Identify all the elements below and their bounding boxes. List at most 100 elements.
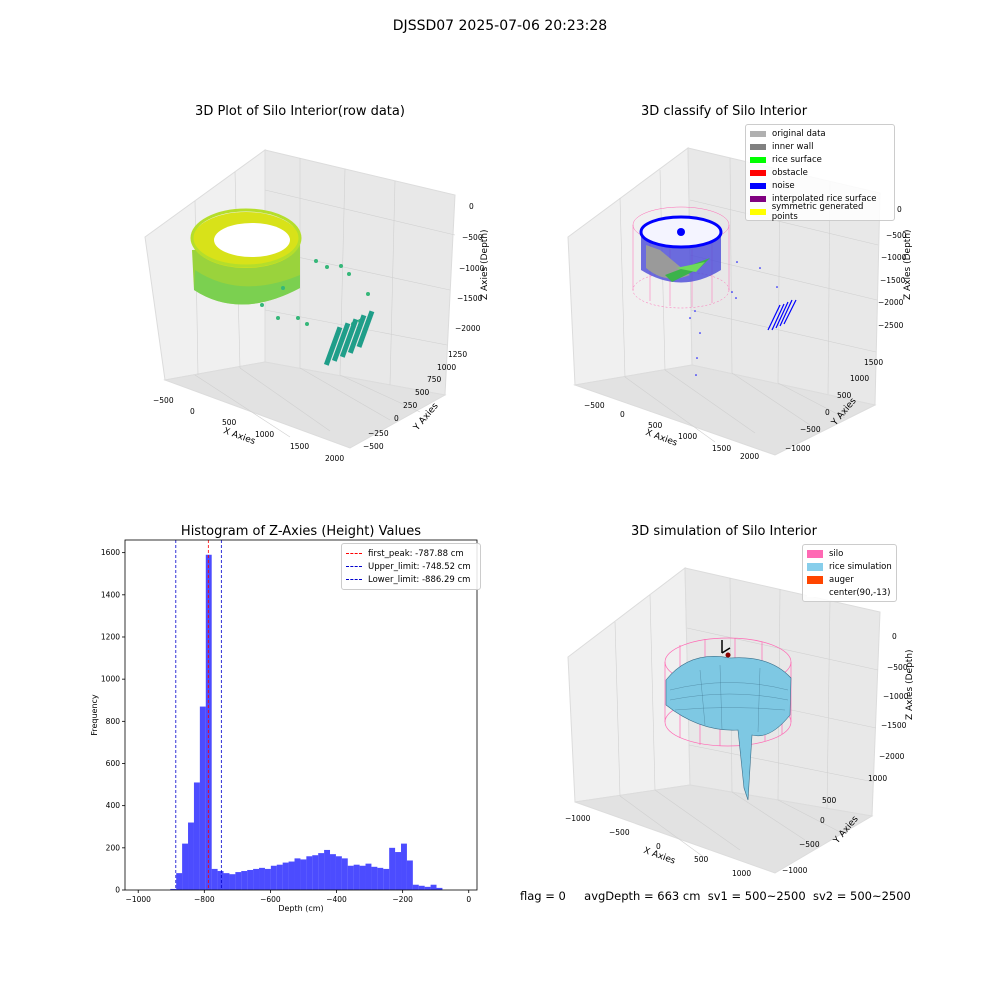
plot2-ytick: −500 — [800, 425, 821, 434]
plot1-ring-surface — [190, 208, 302, 305]
plot2-ytick: 1500 — [864, 358, 883, 367]
histogram-ylabel: Frequency — [90, 694, 99, 736]
plot4-ztick: 0 — [892, 632, 897, 641]
legend-item: original data — [750, 127, 890, 140]
plot1-ytick: 1250 — [448, 350, 467, 359]
legend-label: rice surface — [772, 154, 822, 165]
x-tick-label: 0 — [466, 895, 471, 904]
histogram-bar — [347, 865, 354, 890]
plot1-xtick: 0 — [190, 407, 195, 416]
legend-swatch — [750, 195, 766, 202]
plot2-title: 3D classify of Silo Interior — [640, 104, 808, 119]
flag-text: flag = 0 — [520, 889, 566, 903]
plot4-ytick: 0 — [820, 816, 825, 825]
legend-label: center(90,-13) — [829, 587, 891, 598]
y-tick-label: 1200 — [101, 632, 120, 641]
plot4-ytick: −500 — [799, 840, 820, 849]
plot4-rice-surface — [665, 656, 792, 801]
legend-swatch — [750, 208, 766, 215]
legend-label: inner wall — [772, 141, 814, 152]
legend-label: Lower_limit: -886.29 cm — [368, 574, 471, 585]
plot1-xtick: 500 — [222, 418, 237, 427]
plot1-ytick: 250 — [403, 401, 418, 410]
histogram-bar — [241, 871, 248, 890]
histogram-bar — [377, 867, 384, 890]
legend-item: center(90,-13) — [807, 586, 892, 599]
histogram-bar — [371, 866, 378, 890]
histogram-bar — [223, 873, 230, 890]
histogram-bar — [264, 868, 271, 890]
plot1-scatter — [260, 259, 375, 366]
y-tick-label: 200 — [106, 843, 121, 852]
histogram-bar — [341, 858, 348, 890]
histogram-bar — [270, 865, 277, 890]
histogram-bar — [211, 868, 218, 890]
histogram-bar — [306, 856, 313, 890]
histogram-yticks: 0 200 400 600 800 1000 1200 1400 1600 — [101, 548, 125, 895]
histogram-bar — [176, 873, 183, 890]
sv2-text: sv2 = 500~2500 — [812, 889, 911, 903]
plot1-xtick: 2000 — [325, 454, 344, 463]
x-tick-label: −1000 — [126, 895, 152, 904]
histogram-bar — [276, 864, 283, 890]
plot1-ytick: −250 — [368, 429, 389, 438]
legend-swatch — [750, 182, 766, 189]
plot4-ztick: −500 — [887, 663, 908, 672]
legend-label: noise — [772, 180, 795, 191]
plot2-3d-axes: −500 0 500 1000 1500 2000 −1000 −500 0 5… — [567, 147, 913, 461]
histogram-bar — [288, 861, 295, 890]
plot1-ztick: −500 — [462, 233, 483, 242]
x-tick-label: −600 — [260, 895, 281, 904]
auger-icon — [721, 640, 731, 658]
plot1-ztick: −1000 — [459, 264, 485, 273]
x-tick-label: −800 — [194, 895, 215, 904]
plot4-ticks: −1000 −500 0 500 1000 −1000 −500 0 500 1… — [565, 632, 909, 878]
plot2-ztick: −500 — [886, 231, 907, 240]
plot2-xtick: 1000 — [678, 432, 697, 441]
histogram-bar — [253, 868, 260, 890]
histogram-bar — [365, 863, 372, 890]
plot2-legend: original data inner wall rice surface ob… — [745, 124, 895, 222]
plot4-xtick: −1000 — [565, 814, 591, 823]
plot2-xtick: 0 — [620, 410, 625, 419]
plot4-xtick: 0 — [656, 842, 661, 851]
legend-label: auger — [829, 574, 854, 585]
histogram-bar — [182, 843, 189, 890]
y-tick-label: 1400 — [101, 590, 120, 599]
histogram-bar — [395, 852, 402, 890]
legend-swatch — [750, 169, 766, 176]
plot2-ztick: −2000 — [878, 298, 904, 307]
plot4-xtick: −500 — [609, 828, 630, 837]
legend-label: obstacle — [772, 167, 808, 178]
plot1-ticks: −500 0 500 1000 1500 2000 −500 −250 0 25… — [153, 202, 485, 463]
plot4-panes — [567, 567, 881, 874]
plot4-ytick: 500 — [822, 796, 837, 805]
legend-label: silo — [829, 548, 844, 559]
plot1-ytick: 750 — [427, 375, 442, 384]
plot4-ytick: −1000 — [782, 866, 808, 875]
histogram-bar — [430, 884, 437, 890]
legend-line-upper — [346, 566, 362, 567]
legend-label: first_peak: -787.88 cm — [368, 548, 464, 559]
figure-title: DJSSD07 2025-07-06 20:23:28 — [392, 18, 608, 34]
histogram-frame — [124, 539, 478, 891]
legend-item: auger — [807, 573, 892, 586]
legend-label: interpolated rice surface — [772, 193, 877, 204]
status-footer: flag = 0 avgDepth = 663 cm sv1 = 500~250… — [520, 889, 911, 903]
histogram-bar — [229, 874, 236, 890]
y-tick-label: 1000 — [101, 675, 120, 684]
histogram-bar — [259, 867, 265, 890]
legend-label: rice simulation — [829, 561, 892, 572]
plot2-ytick: 500 — [837, 391, 852, 400]
histogram-bar — [406, 860, 413, 890]
histogram-xlabel: Depth (cm) — [278, 904, 323, 913]
plot1-ztick: 0 — [469, 202, 474, 211]
plot4-xtick: 1000 — [732, 869, 751, 878]
plot4-ztick: −1500 — [881, 721, 907, 730]
plot2-xlabel: X Axies — [644, 428, 679, 449]
plot4-ztick: −2000 — [879, 752, 905, 761]
histogram-bars — [170, 554, 443, 890]
legend-line-peak — [346, 553, 362, 554]
histogram-xticks: −1000 −800 −600 −400 −200 0 — [126, 890, 471, 904]
x-tick-label: −400 — [326, 895, 347, 904]
